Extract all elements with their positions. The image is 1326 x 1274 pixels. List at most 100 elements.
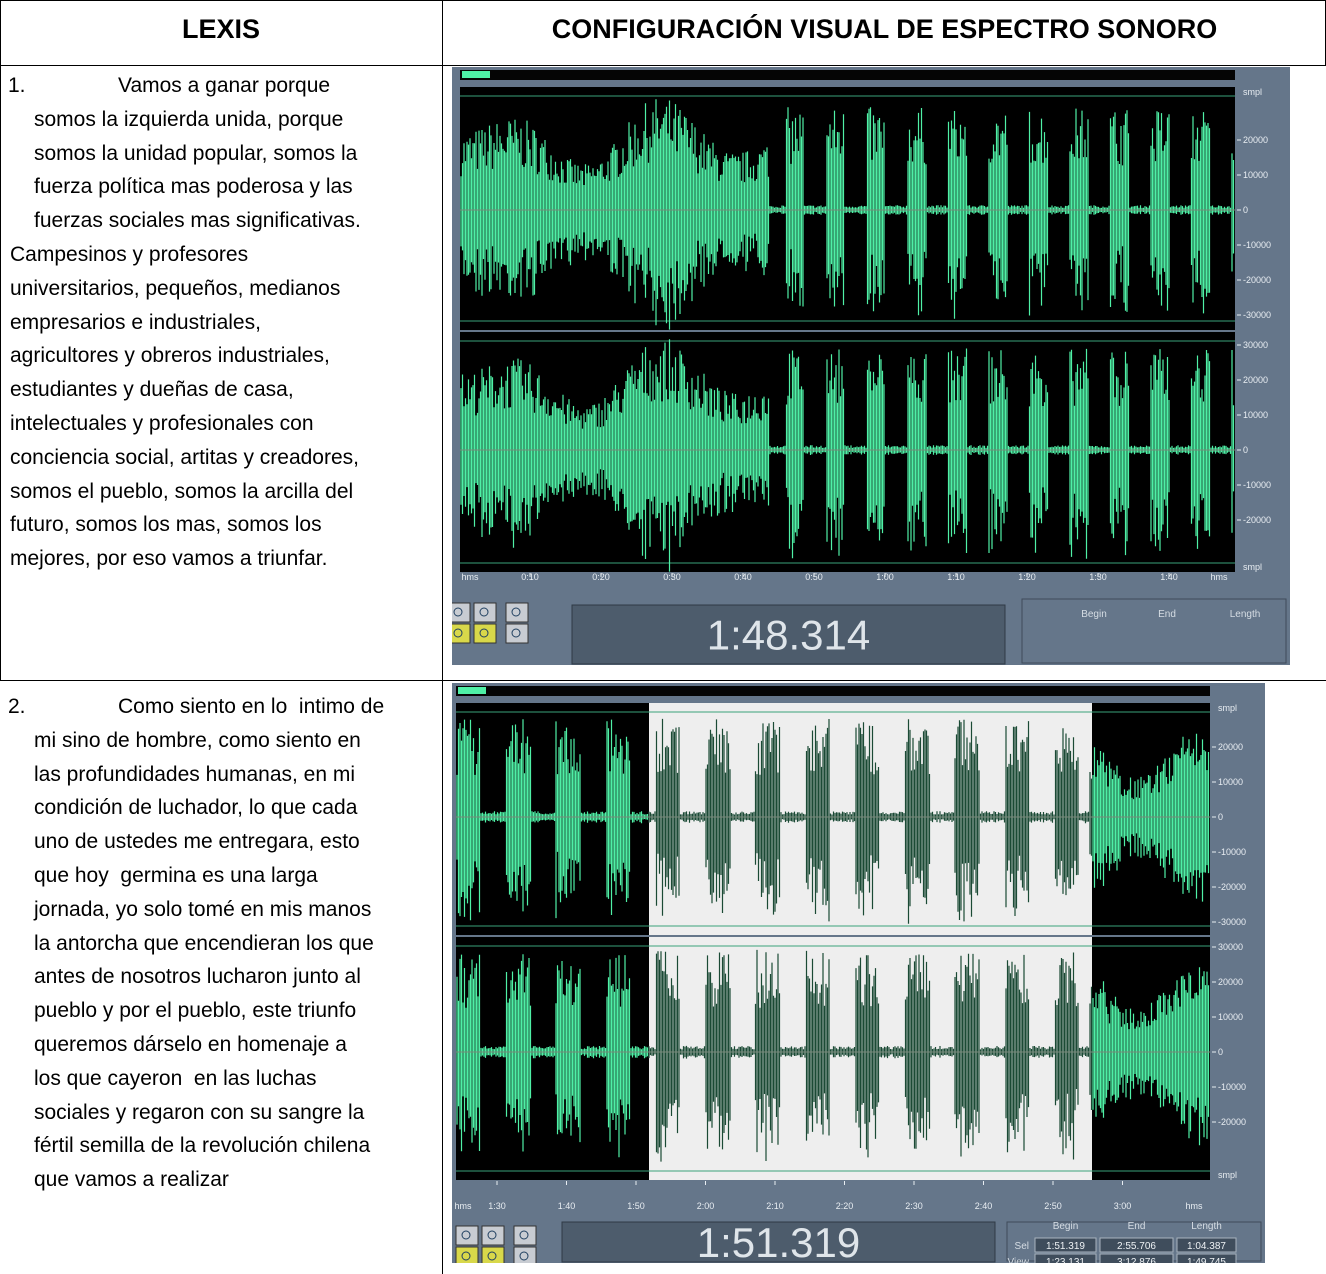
text-line: universitarios, pequeños, medianos [10,276,341,300]
text-line: uno de ustedes me entregara, esto [34,830,360,854]
zoom-button [481,1225,505,1246]
time-tick-label: 0:30 [663,572,681,582]
text-line: que vamos a realizar [34,1168,229,1192]
range-field [1176,1237,1237,1253]
amplitude-tick-label: 20000 [1218,977,1243,987]
zoom-button [481,1246,505,1263]
text-line: sociales y regaron con su sangre la [34,1100,365,1124]
text-line: empresarios e industriales, [10,310,261,334]
overview-bar [460,70,1235,80]
time-display-value: 1:48.314 [707,612,871,659]
amplitude-tick-label: -10000 [1243,240,1271,250]
range-field [1099,1253,1174,1263]
unit-label: smpl [1218,1170,1237,1180]
table-border [0,0,1326,1]
time-unit: hms [1185,1201,1203,1211]
text-line: la antorcha que encendieran los que [34,931,374,955]
amplitude-tick-label: -20000 [1218,1117,1246,1127]
text-line: que hoy germina es una larga [34,864,318,887]
zoom-icon [479,607,489,617]
amplitude-tick-label: 10000 [1218,1012,1243,1022]
column-header: CONFIGURACIÓN VISUAL DE ESPECTRO SONORO [551,14,1218,44]
zoom-button [513,1225,537,1246]
amplitude-tick-label: 10000 [1243,410,1268,420]
text-line: antes de nosotros lucharon junto al [34,965,361,989]
text-line: los que cayeron en las luchas [34,1066,317,1090]
text-line: somos la unidad popular, somos la [34,141,358,165]
time-tick-label: 2:00 [697,1201,715,1211]
text-line: fuerzas sociales mas significativas. [34,209,361,233]
amplitude-tick-label: 0 [1218,812,1223,822]
range-value: 1:49.745 [1187,1257,1226,1263]
amplitude-tick-label: 0 [1243,445,1248,455]
zoom-button [452,623,471,644]
zoom-button [473,623,497,644]
zoom-icon [519,1251,529,1261]
zoom-button [455,1225,479,1246]
time-tick-label: 2:10 [766,1201,784,1211]
text-line: fértil semilla de la revolución chilena [34,1134,371,1158]
text-line: mejores, por eso vamos a triunfar. [10,547,328,571]
overview-thumb [458,687,486,694]
time-tick-label: 0:40 [734,572,752,582]
editor-screenshot: smpl smpl 20000 10000 0 -10000 -20000 -30000 300… [452,67,1290,665]
table-border [0,680,1326,681]
ruler [1237,87,1290,572]
text-line: intelectuales y profesionales con [10,412,314,435]
table-border [0,65,1326,66]
zoom-button [513,1246,537,1263]
text-line: somos la izquierda unida, porque [34,107,344,131]
text-line: estudiantes y dueñas de casa, [10,378,294,402]
time-display [571,604,1006,665]
range-value: 2:55.706 [1117,1241,1156,1252]
range-field [1034,1253,1097,1263]
field-header: End [1128,1221,1146,1232]
zoom-icon [453,607,463,617]
time-unit: hms [461,572,479,582]
range-field [1099,1237,1174,1253]
text-line: futuro, somos los mas, somos los [10,513,322,537]
table-border [442,0,443,1274]
time-tick-label: 1:50 [627,1201,645,1211]
zoom-icon [519,1230,529,1240]
time-tick-label: 2:40 [975,1201,993,1211]
field-header: Length [1191,1221,1222,1232]
amplitude-tick-label: -30000 [1243,310,1271,320]
text-line: Campesinos y profesores [10,243,249,266]
field-header: Begin [1053,1221,1079,1232]
overview-thumb [462,71,490,78]
zoom-icon [453,628,463,638]
time-tick-label: 1:40 [558,1201,576,1211]
text-line: queremos dárselo en homenaje a [34,1033,347,1056]
zoom-icon [511,607,521,617]
row-header: Sel [1015,1241,1029,1252]
time-tick-label: 1:10 [947,572,965,582]
amplitude-tick-label: 0 [1243,205,1248,215]
time-tick-label: 2:20 [836,1201,854,1211]
text-line: mi sino de hombre, como siento en [34,728,361,752]
zoom-button [452,602,471,623]
range-value: 1:51.319 [1046,1241,1085,1252]
amplitude-tick-label: -10000 [1218,847,1246,857]
time-display-value: 1:51.319 [697,1219,861,1263]
amplitude-tick-label: 20000 [1243,135,1268,145]
unit-label: smpl [1243,562,1262,572]
amplitude-tick-label: -20000 [1218,882,1246,892]
text-line: somos el pueblo, somos la arcilla del [10,479,354,503]
time-tick-label: 3:00 [1114,1201,1132,1211]
text-line: Como siento en lo intimo de [118,695,385,718]
field-header: Begin [1081,609,1107,620]
amplitude-tick-label: 20000 [1243,375,1268,385]
time-unit: hms [1210,572,1228,582]
time-tick-label: 1:20 [1018,572,1036,582]
zoom-button [505,623,529,644]
amplitude-tick-label: -10000 [1243,480,1271,490]
time-tick-label: 1:30 [1089,572,1107,582]
range-field [1034,1237,1097,1253]
text-line: fuerza política mas poderosa y las [34,175,353,199]
text-line: las profundidades humanas, en mi [34,762,356,786]
field-header: End [1158,609,1176,620]
range-field [1176,1253,1237,1263]
text-line: agricultores y obreros industriales, [10,344,330,368]
